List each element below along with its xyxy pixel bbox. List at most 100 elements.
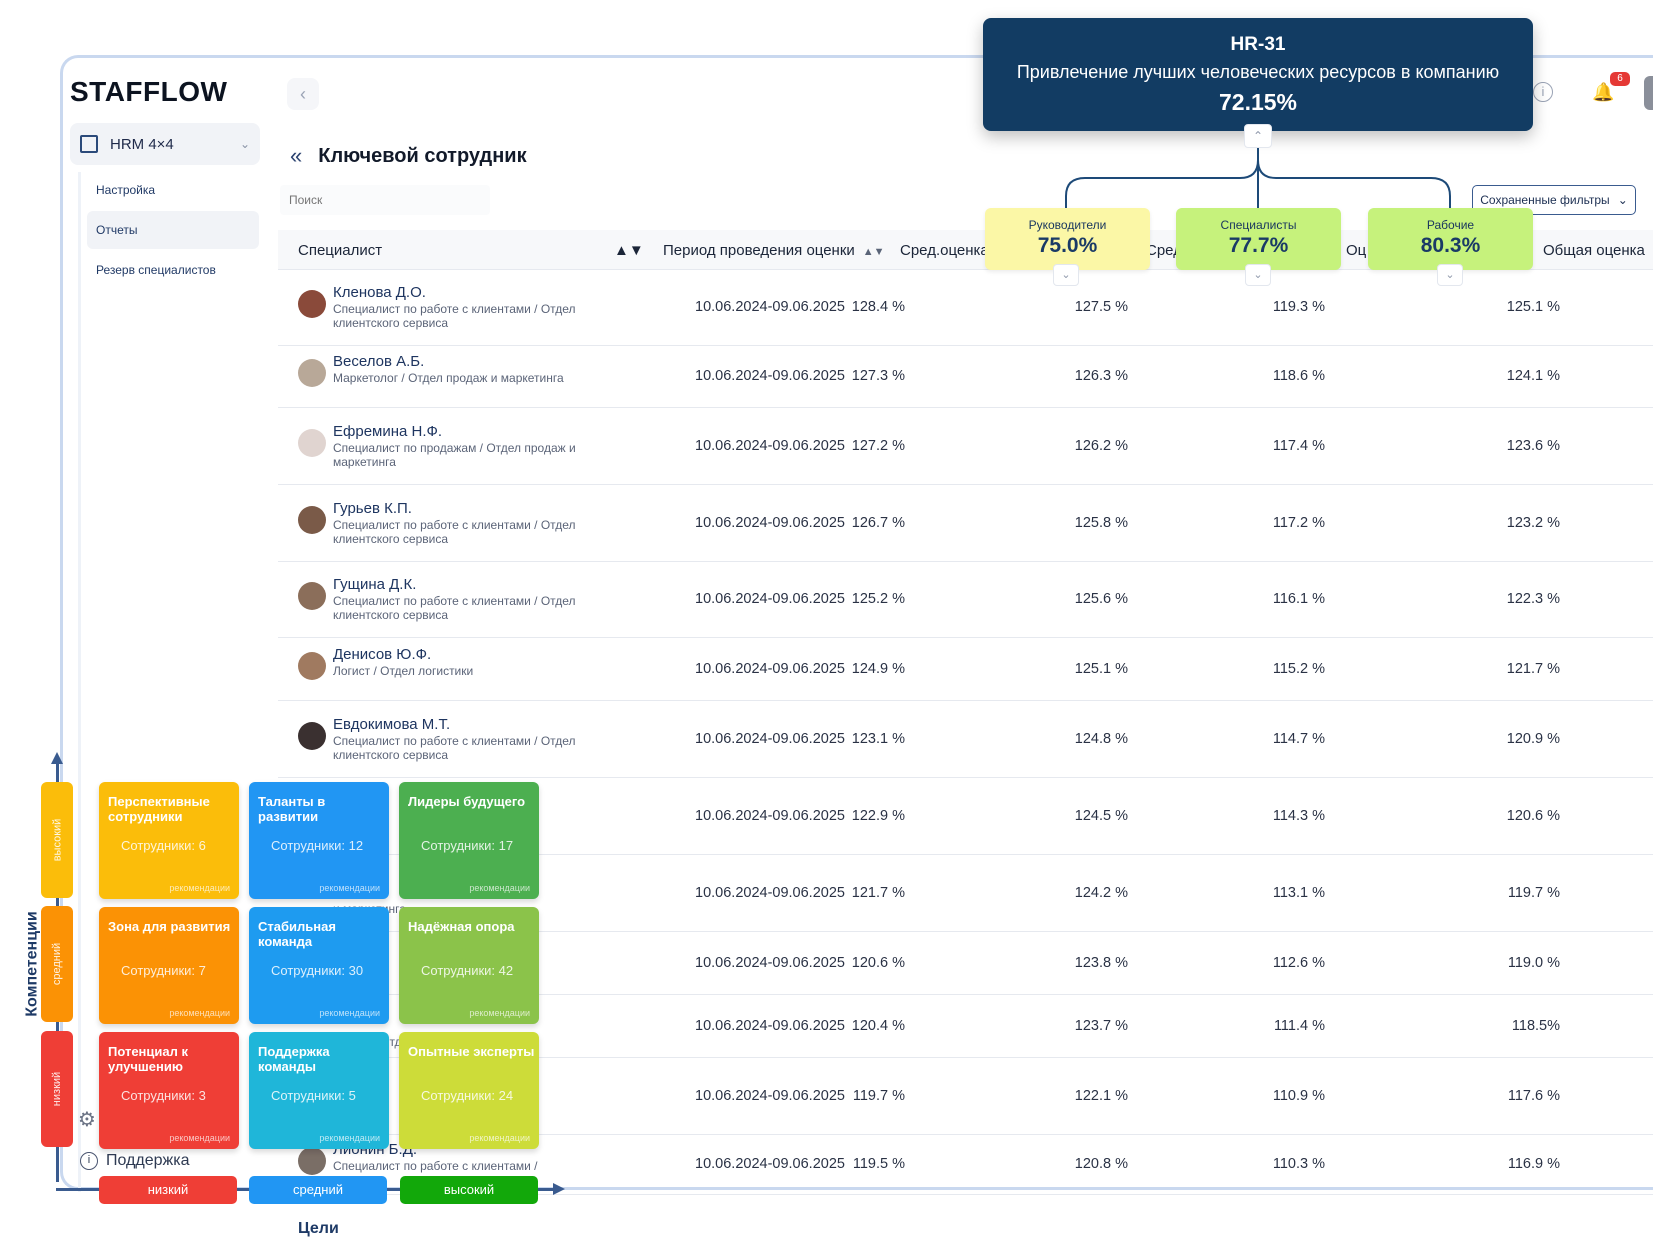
kpi-card-managers[interactable]: Руководители 75.0% (985, 208, 1150, 270)
sidebar-item-settings[interactable]: Настройка (96, 183, 156, 197)
employee-name[interactable]: Ефремина Н.Ф. (333, 423, 443, 440)
ninebox-recommendations-link[interactable]: рекомендации (469, 883, 530, 893)
chevron-down-icon[interactable]: ⌄ (1245, 264, 1271, 286)
ninebox-count: Сотрудники: 6 (121, 838, 206, 853)
chevron-down-icon: ⌄ (1617, 193, 1628, 207)
user-avatar[interactable] (1644, 76, 1653, 110)
x-level-label: высокий (400, 1176, 538, 1204)
bell-icon[interactable]: 🔔 (1592, 82, 1615, 102)
employee-name[interactable]: Гущина Д.К. (333, 576, 417, 593)
score-cell: 125.6 % (1074, 591, 1128, 607)
col-avg2[interactable]: Сред (1146, 242, 1182, 259)
score-cell: 124.9 % (851, 661, 905, 677)
col-total[interactable]: Общая оценка (1543, 242, 1645, 259)
employee-name[interactable]: Денисов Ю.Ф. (333, 646, 432, 663)
double-chevron-left-icon[interactable]: « (290, 143, 303, 168)
ninebox-title: Перспективные сотрудники (108, 794, 210, 824)
table-row[interactable]: 10.06.2024-09.06.2025 120.6 % 123.8 % 112.6… (278, 932, 1653, 995)
ninebox-recommendations-link[interactable]: рекомендации (169, 1133, 230, 1143)
score-cell: 120.9 % (1506, 731, 1560, 747)
saved-filters-button[interactable]: Сохраненные фильтры ⌄ (1472, 185, 1636, 215)
assessment-period: 10.06.2024-09.06.2025 (695, 955, 845, 971)
kpi-card-workers[interactable]: Рабочие 80.3% (1368, 208, 1533, 270)
table-row[interactable]: 10.06.2024-09.06.2025 119.7 % 122.1 % 110.9… (278, 1058, 1653, 1135)
y-level-text: высокий (51, 818, 63, 862)
module-selector[interactable]: HRM 4×4 ⌄ (70, 123, 260, 165)
sidebar-item-reserve[interactable]: Резерв специалистов (96, 263, 216, 277)
avatar (298, 359, 326, 387)
employee-position: Логист / Отдел логистики (333, 664, 474, 678)
sidebar-item-reports[interactable]: Отчеты (87, 211, 259, 249)
sort-icon[interactable]: ▲▼ (862, 246, 885, 258)
employee-name[interactable]: Евдокимова М.Т. (333, 716, 451, 733)
ninebox-cell[interactable]: Таланты в развитии Сотрудники: 12 рекоменд… (249, 782, 389, 899)
ninebox-cell[interactable]: Перспективные сотрудники Сотрудники: 6 рек… (99, 782, 239, 899)
support-link[interactable]: i Поддержка (80, 1152, 189, 1170)
score-cell: 123.1 % (851, 731, 905, 747)
employee-name[interactable]: Веселов А.Б. (333, 353, 425, 370)
score-cell: 118.6 % (1272, 368, 1325, 384)
employee-name[interactable]: Гурьев К.П. (333, 500, 412, 517)
table-row[interactable]: Кленова Д.О. Специалист по работе с клиен… (278, 270, 1653, 346)
score-cell: 125.2 % (851, 591, 905, 607)
table-row[interactable]: Денисов Ю.Ф. Логист / Отдел логистики 10.0… (278, 638, 1653, 701)
assessment-period: 10.06.2024-09.06.2025 (695, 1156, 845, 1172)
ninebox-recommendations-link[interactable]: рекомендации (319, 1008, 380, 1018)
table-row[interactable]: Евдокимова М.Т. Специалист по работе с кл… (278, 701, 1653, 778)
score-cell: 117.4 % (1272, 438, 1325, 454)
score-cell: 126.3 % (1074, 368, 1128, 384)
employee-name[interactable]: Кленова Д.О. (333, 284, 426, 301)
col-period[interactable]: Период проведения оценки ▲▼ (663, 242, 885, 259)
ninebox-title: Лидеры будущего (408, 794, 526, 809)
collapse-sidebar-button[interactable]: ‹ (287, 78, 319, 110)
ninebox-count: Сотрудники: 42 (421, 963, 514, 978)
chevron-up-icon[interactable]: ⌃ (1244, 124, 1272, 148)
ninebox-recommendations-link[interactable]: рекомендации (319, 883, 380, 893)
ninebox-cell[interactable]: Поддержка команды Сотрудники: 5 рекомендац… (249, 1032, 389, 1149)
goal-value: 72.15% (1218, 89, 1297, 115)
ninebox-cell[interactable]: Потенциал к улучшению Сотрудники: 3 рекоме… (99, 1032, 239, 1149)
ninebox-recommendations-link[interactable]: рекомендации (319, 1133, 380, 1143)
ninebox-cell[interactable]: Надёжная опора Сотрудники: 42 рекомендации (399, 907, 539, 1024)
col-specialist[interactable]: Специалист (298, 242, 382, 259)
ninebox-recommendations-link[interactable]: рекомендации (169, 883, 230, 893)
table-row[interactable]: Ефремина Н.Ф. Специалист по продажам / От… (278, 408, 1653, 485)
y-level-text: низкий (51, 1071, 63, 1107)
kpi-card-specialists[interactable]: Специалисты 77.7% (1176, 208, 1341, 270)
gear-icon[interactable]: ⚙ (78, 1109, 96, 1131)
col-avg3[interactable]: Оц (1346, 242, 1367, 259)
ninebox-title: Зона для развития (108, 919, 231, 934)
kpi-label: Специалисты (1220, 218, 1297, 232)
kpi-value: 80.3% (1420, 234, 1481, 257)
table-row[interactable]: Гурьев К.П. Специалист по работе с клиент… (278, 485, 1653, 562)
ninebox-count: Сотрудники: 12 (271, 838, 364, 853)
chevron-down-icon[interactable]: ⌄ (1053, 264, 1079, 286)
score-cell: 125.1 % (1506, 299, 1560, 315)
score-cell: 115.2 % (1272, 661, 1325, 677)
sort-icon[interactable]: ▲▼ (614, 242, 644, 259)
avatar (298, 722, 326, 750)
table-row[interactable]: 10.06.2024-09.06.2025 122.9 % 124.5 % 114.3… (278, 778, 1653, 855)
ninebox-recommendations-link[interactable]: рекомендации (469, 1008, 530, 1018)
chevron-down-icon[interactable]: ⌄ (1437, 264, 1463, 286)
table-row[interactable]: Гущина Д.К. Специалист по работе с клиент… (278, 562, 1653, 638)
info-icon[interactable]: i (1533, 82, 1553, 102)
col-avg1[interactable]: Сред.оценка (900, 242, 989, 259)
y-level-label: высокий (41, 782, 73, 898)
assessment-period: 10.06.2024-09.06.2025 (695, 808, 845, 824)
score-cell: 127.5 % (1074, 299, 1128, 315)
ninebox-cell[interactable]: Зона для развития Сотрудники: 7 рекомендац… (99, 907, 239, 1024)
ninebox-recommendations-link[interactable]: рекомендации (469, 1133, 530, 1143)
table-row[interactable]: Веселов А.Б. Маркетолог / Отдел продаж и … (278, 346, 1653, 408)
ninebox-cell[interactable]: Стабильная команда Сотрудники: 30 рекоменд… (249, 907, 389, 1024)
assessment-period: 10.06.2024-09.06.2025 (695, 661, 845, 677)
page-title: Ключевой сотрудник (318, 144, 527, 167)
ninebox-recommendations-link[interactable]: рекомендации (169, 1008, 230, 1018)
search-input[interactable] (280, 185, 490, 215)
ninebox-cell[interactable]: Лидеры будущего Сотрудники: 17 рекомендаци… (399, 782, 539, 899)
ninebox-cell[interactable]: Опытные эксперты Сотрудники: 24 рекомендац… (399, 1032, 539, 1149)
score-cell: 125.1 % (1074, 661, 1128, 677)
x-axis-arrow (553, 1183, 565, 1195)
support-label: Поддержка (106, 1152, 190, 1169)
score-cell: 116.1 % (1272, 591, 1325, 607)
